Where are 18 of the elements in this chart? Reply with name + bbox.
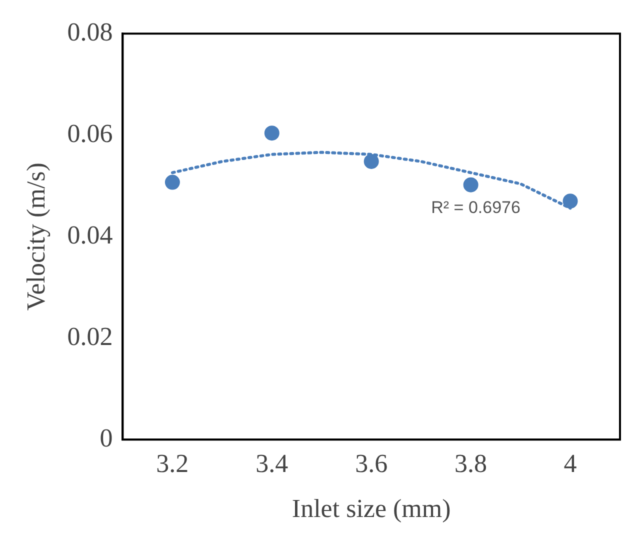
x-tick-label: 3.6 (355, 449, 388, 478)
y-tick-label: 0.08 (67, 17, 113, 46)
x-tick-label: 3.2 (156, 449, 189, 478)
x-tick-label: 3.8 (454, 449, 488, 478)
point (562, 194, 578, 209)
y-tick-label: 0 (100, 423, 113, 452)
y-tick-label: 0.06 (67, 118, 113, 148)
x-tick-label: 3.4 (256, 449, 288, 478)
x-tick-label: 4 (564, 449, 577, 478)
y-axis-title: Velocity (m/s) (21, 162, 50, 311)
y-tick-label: 0.02 (67, 322, 113, 351)
point (364, 154, 379, 169)
point (264, 126, 280, 141)
y-tick-label: 0.04 (67, 220, 113, 250)
point (463, 177, 478, 192)
point (164, 174, 180, 190)
x-axis-title: Inlet size (mm) (292, 494, 451, 524)
annotation: R² = 0.6976 (431, 198, 520, 217)
